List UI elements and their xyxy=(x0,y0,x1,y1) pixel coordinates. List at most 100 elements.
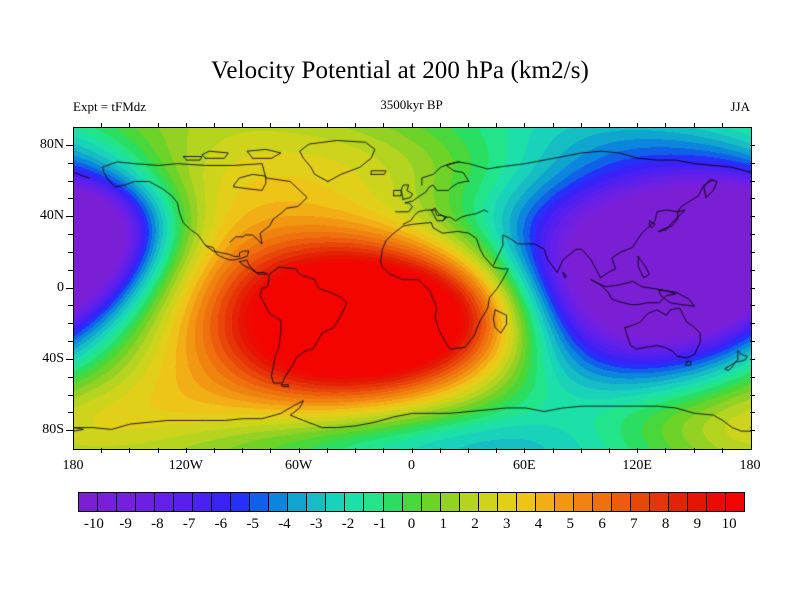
x-tick-minor-top xyxy=(270,123,271,128)
x-tick-minor-top xyxy=(440,123,441,128)
x-tick-minor xyxy=(637,448,638,453)
x-tick-minor-top xyxy=(129,123,130,128)
x-tick-minor xyxy=(412,448,413,453)
y-tick-minor-right xyxy=(750,145,755,146)
x-tick-minor xyxy=(383,448,384,453)
y-axis-label: 80N xyxy=(39,136,64,152)
x-tick-minor-top xyxy=(553,123,554,128)
y-tick-minor-right xyxy=(750,181,755,182)
colorbar-tick-label: 4 xyxy=(534,516,543,532)
colorbar-tick-label: 1 xyxy=(439,516,448,532)
colorbar-tick-label: -3 xyxy=(309,516,323,532)
x-tick-minor xyxy=(468,448,469,453)
colorbar-band xyxy=(307,493,327,511)
x-tick-minor-top xyxy=(214,123,215,128)
x-tick-minor-top xyxy=(496,123,497,128)
colorbar-tick-label: 7 xyxy=(630,516,638,532)
colorbar-band xyxy=(649,493,669,511)
x-tick-minor-top xyxy=(581,123,582,128)
y-tick-minor-right xyxy=(750,163,755,164)
colorbar-tick-label: 9 xyxy=(693,516,702,532)
x-tick-minor xyxy=(299,448,300,453)
colorbar-band xyxy=(231,493,251,511)
colorbar-tick-label: -4 xyxy=(278,516,291,532)
y-tick-minor xyxy=(68,163,73,164)
x-tick-minor xyxy=(440,448,441,453)
x-axis-label: 60W xyxy=(285,458,313,473)
colorbar-band xyxy=(421,493,441,511)
x-tick-minor-top xyxy=(694,123,695,128)
y-tick-minor-right xyxy=(750,430,755,431)
y-tick-minor xyxy=(68,377,73,378)
y-tick-minor xyxy=(68,198,73,199)
colorbar-tick-label: -9 xyxy=(119,516,132,532)
colorbar-band xyxy=(193,493,213,511)
colorbar-band xyxy=(383,493,403,511)
colorbar-band xyxy=(136,493,156,511)
colorbar-band xyxy=(212,493,232,511)
season-label: JJA xyxy=(730,99,750,114)
colorbar-band xyxy=(459,493,479,511)
x-tick-minor-top xyxy=(383,123,384,128)
y-tick-minor-right xyxy=(750,270,755,271)
y-tick-minor-right xyxy=(750,395,755,396)
y-tick-minor-right xyxy=(750,305,755,306)
colorbar-band xyxy=(326,493,346,511)
colorbar-band xyxy=(269,493,289,511)
colorbar-band xyxy=(478,493,498,511)
period-label: 3500kyr BP xyxy=(380,97,443,112)
x-tick-minor xyxy=(694,448,695,453)
y-tick-minor xyxy=(68,252,73,253)
y-tick-minor xyxy=(68,323,73,324)
x-tick-minor xyxy=(496,448,497,453)
y-axis-label: 40N xyxy=(39,208,64,224)
colorbar-tick-label: -10 xyxy=(83,516,104,532)
x-axis-label: 60E xyxy=(513,458,536,473)
y-tick-minor-right xyxy=(750,216,755,217)
x-tick-minor xyxy=(129,448,130,453)
colorbar-band xyxy=(174,493,194,511)
y-tick-minor xyxy=(68,270,73,271)
colorbar-tick-label: 0 xyxy=(407,516,416,532)
y-tick-minor-right xyxy=(750,234,755,235)
x-axis-label: 120E xyxy=(622,458,652,473)
y-tick-minor-right xyxy=(750,377,755,378)
colorbar-band xyxy=(611,493,631,511)
colorbar-band xyxy=(497,493,517,511)
y-tick-major xyxy=(66,430,71,431)
x-tick-minor xyxy=(355,448,356,453)
x-tick-minor-top xyxy=(299,123,300,128)
y-axis-label: 40S xyxy=(42,350,64,366)
x-tick-minor xyxy=(186,448,187,453)
x-tick-minor-top xyxy=(468,123,469,128)
x-tick-minor xyxy=(101,448,102,453)
x-tick-minor-top xyxy=(412,123,413,128)
colorbar-band xyxy=(688,493,708,511)
y-tick-minor-right xyxy=(750,288,755,289)
y-axis-label: 0 xyxy=(57,279,64,295)
colorbar-band xyxy=(288,493,308,511)
y-tick-major xyxy=(66,145,71,146)
x-axis-label: 120W xyxy=(168,458,203,473)
x-tick-minor xyxy=(214,448,215,453)
colorbar-tick-label: -6 xyxy=(214,516,228,532)
colorbar-band xyxy=(402,493,422,511)
x-tick-minor xyxy=(609,448,610,453)
x-tick-minor-top xyxy=(158,123,159,128)
colorbar-band xyxy=(117,493,137,511)
colorbar-bands xyxy=(78,492,745,512)
x-tick-minor xyxy=(581,448,582,453)
colorbar-band xyxy=(535,493,555,511)
y-tick-major xyxy=(66,216,71,217)
x-tick-minor-top xyxy=(242,123,243,128)
y-tick-major xyxy=(66,359,71,360)
x-axis-label: 180 xyxy=(62,458,84,473)
x-tick-minor-top xyxy=(355,123,356,128)
y-tick-minor-right xyxy=(750,323,755,324)
colorbar-tick-label: 3 xyxy=(503,516,511,532)
colorbar-band xyxy=(592,493,612,511)
y-tick-minor-right xyxy=(750,412,755,413)
colorbar-band xyxy=(79,493,99,511)
colorbar-band xyxy=(364,493,384,511)
y-tick-minor-right xyxy=(750,252,755,253)
